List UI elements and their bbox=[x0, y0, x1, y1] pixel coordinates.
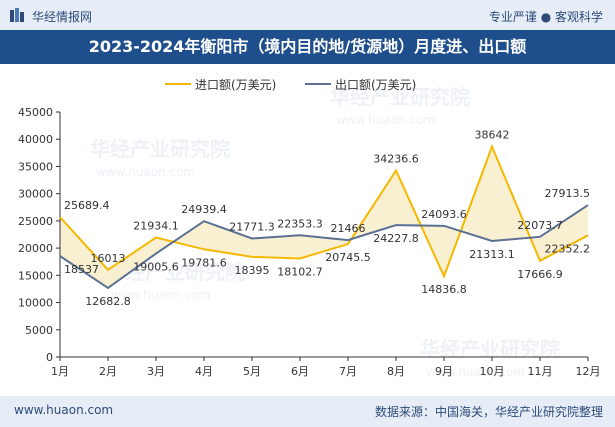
y-tick-label: 10000 bbox=[18, 297, 53, 310]
import-data-label: 38642 bbox=[475, 129, 510, 142]
import-data-label: 18102.7 bbox=[277, 265, 323, 278]
watermark-url: www.huaon.com bbox=[336, 113, 435, 127]
export-line bbox=[59, 204, 589, 290]
export-data-label: 21313.1 bbox=[469, 248, 515, 261]
footer-bar bbox=[0, 396, 615, 427]
x-tick-label: 9月 bbox=[435, 365, 453, 378]
y-tick-label: 5000 bbox=[25, 324, 53, 337]
import-data-label: 25689.4 bbox=[64, 199, 110, 212]
y-tick-label: 15000 bbox=[18, 269, 53, 282]
x-tick-label: 3月 bbox=[147, 365, 165, 378]
import-data-label: 21934.1 bbox=[133, 220, 179, 233]
axes: 0 5000 10000 15000 20000 25000 30000 35000 40000… bbox=[18, 106, 601, 378]
top-bar bbox=[0, 0, 615, 30]
y-tick-label: 45000 bbox=[18, 106, 53, 119]
legend-import-label: 进口额(万美元) bbox=[195, 78, 276, 92]
footer-url: www.huaon.com bbox=[14, 403, 114, 417]
y-tick-label: 40000 bbox=[18, 133, 53, 146]
export-data-label: 18537 bbox=[64, 263, 99, 276]
import-line bbox=[59, 143, 589, 279]
export-data-label: 24227.8 bbox=[373, 232, 419, 245]
export-data-label: 27913.5 bbox=[545, 187, 591, 200]
legend-export-label: 出口额(万美元) bbox=[335, 78, 416, 92]
x-tick-label: 8月 bbox=[387, 365, 405, 378]
y-tick-label: 30000 bbox=[18, 188, 53, 201]
export-data-label: 22073.7 bbox=[517, 219, 563, 232]
watermark-url: www.huaon.com bbox=[426, 365, 525, 379]
watermark-url: www.huaon.com bbox=[111, 288, 210, 302]
export-data-label: 22353.3 bbox=[277, 217, 323, 230]
chart-title: 2023-2024年衡阳市（境内目的地/货源地）月度进、出口额 bbox=[88, 37, 527, 56]
import-data-label: 14836.8 bbox=[421, 283, 467, 296]
legend: 进口额(万美元) 出口额(万美元) bbox=[165, 78, 416, 92]
watermark-url: www.huaon.com bbox=[96, 165, 195, 179]
export-data-label: 21466 bbox=[331, 222, 366, 235]
y-tick-label: 25000 bbox=[18, 215, 53, 228]
x-tick-label: 1月 bbox=[51, 365, 69, 378]
brand-name: 华经情报网 bbox=[32, 10, 93, 24]
export-data-label: 21771.3 bbox=[229, 220, 275, 233]
watermark-text: 华经产业研究院 bbox=[90, 137, 230, 161]
area-between-series bbox=[60, 146, 588, 288]
export-data-label: 24939.4 bbox=[181, 203, 227, 216]
x-tick-label: 11月 bbox=[528, 365, 553, 378]
import-data-label: 17666.9 bbox=[517, 268, 563, 281]
x-tick-label: 10月 bbox=[480, 365, 505, 378]
export-data-label: 24093.6 bbox=[421, 208, 467, 221]
logo-icon bbox=[10, 8, 24, 22]
series-lines bbox=[59, 143, 589, 290]
fill-layer bbox=[60, 146, 588, 288]
x-tick-label: 12月 bbox=[576, 365, 601, 378]
footer-source: 数据来源：中国海关，华经产业研究院整理 bbox=[374, 405, 603, 419]
y-tick-label: 0 bbox=[46, 351, 53, 364]
x-tick-label: 5月 bbox=[243, 365, 261, 378]
slogan: 专业严谨 ● 客观科学 bbox=[488, 10, 603, 24]
x-tick-label: 6月 bbox=[291, 365, 309, 378]
watermark-text: 华经产业研究院 bbox=[330, 85, 470, 109]
import-data-label: 22352.2 bbox=[545, 242, 591, 255]
export-data-label: 12682.8 bbox=[85, 295, 131, 308]
import-data-label: 34236.6 bbox=[373, 153, 419, 166]
y-tick-label: 35000 bbox=[18, 160, 53, 173]
x-tick-label: 7月 bbox=[339, 365, 357, 378]
title-bar bbox=[0, 30, 615, 64]
data-labels: 25689.4 16013 21934.1 19781.6 18395 18102.720… bbox=[64, 129, 590, 308]
x-tick-label: 4月 bbox=[195, 365, 213, 378]
import-data-label: 18395 bbox=[235, 264, 270, 277]
import-data-label: 19781.6 bbox=[181, 256, 227, 269]
chart: 华经产业研究院 www.huaon.com 华经产业研究院 www.huaon.com… bbox=[18, 78, 601, 379]
x-tick-label: 2月 bbox=[99, 365, 117, 378]
y-tick-label: 20000 bbox=[18, 242, 53, 255]
import-data-label: 16013 bbox=[91, 252, 126, 265]
import-data-label: 20745.5 bbox=[325, 251, 371, 264]
export-data-label: 19005.6 bbox=[133, 261, 179, 274]
